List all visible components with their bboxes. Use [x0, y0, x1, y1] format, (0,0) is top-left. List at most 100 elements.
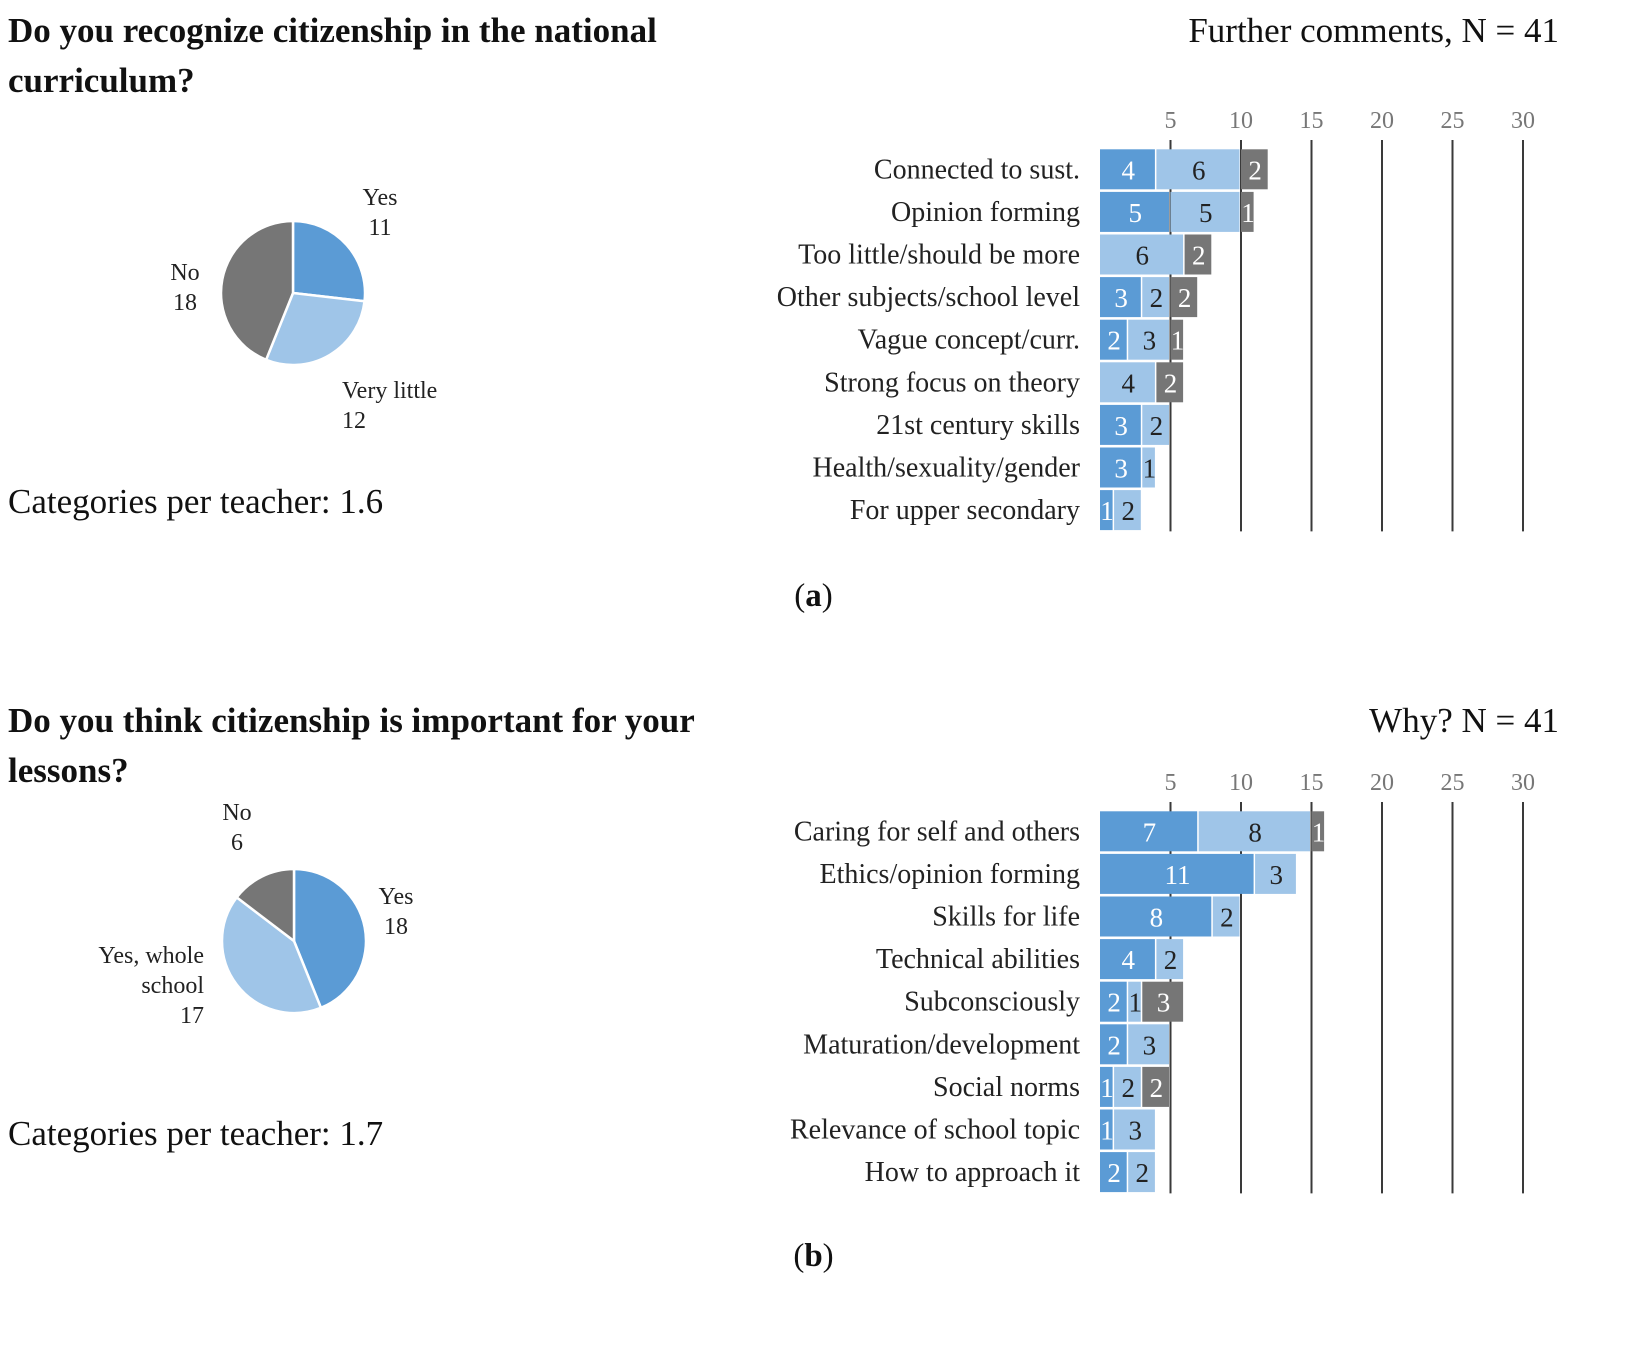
bar-value-label: 2	[1248, 155, 1262, 185]
bar-value-label: 4	[1121, 368, 1135, 398]
bar-segment	[1142, 404, 1169, 445]
category-label: How to approach it	[865, 1157, 1081, 1188]
bar-segment	[1170, 319, 1184, 360]
bar-value-label: 5	[1129, 198, 1143, 228]
bar-segment	[1311, 811, 1325, 852]
panel-b: Do you think citizenship is important fo…	[0, 690, 1627, 1358]
bar-value-label: 2	[1220, 903, 1234, 933]
bar-segment	[1212, 896, 1240, 937]
panel-label: (a)	[0, 578, 1627, 615]
bar-segment	[1128, 1024, 1169, 1065]
bar-value-label: 6	[1136, 241, 1150, 271]
bar-value-label: 2	[1192, 241, 1206, 271]
tick-label: 15	[1300, 108, 1324, 134]
question-title: Do you think citizenship is important fo…	[8, 701, 695, 790]
category-label: Caring for self and others	[794, 816, 1080, 847]
tick-label: 20	[1370, 770, 1394, 796]
bar-segment	[1100, 1152, 1127, 1193]
panel-a: Do you recognize citizenship in the nati…	[0, 0, 1627, 668]
bar-value-label: 5	[1199, 198, 1213, 228]
bar-segment	[1170, 191, 1240, 232]
bar-segment	[1156, 362, 1184, 403]
category-label: Maturation/development	[803, 1029, 1080, 1060]
panel-label-open: (	[793, 1238, 805, 1274]
pie-label: No 18	[170, 260, 199, 316]
bar-value-label: 1	[1100, 1116, 1114, 1146]
category-label: Technical abilities	[876, 944, 1080, 975]
bar-value-label: 1	[1143, 454, 1157, 484]
bar-value-label: 8	[1150, 903, 1164, 933]
bar-segment	[1114, 490, 1141, 531]
bar-segment	[1100, 1066, 1113, 1107]
bar-segment	[1100, 191, 1169, 232]
category-label: For upper secondary	[850, 495, 1080, 526]
pie-slice-yes	[292, 867, 368, 1010]
bar-value-label: 3	[1114, 454, 1128, 484]
category-label: Strong focus on theory	[824, 367, 1080, 398]
bar-value-label: 2	[1150, 1073, 1164, 1103]
bar-segment	[1100, 853, 1254, 894]
pie-chart: Yes 11 Very little 12 No 18	[170, 185, 437, 434]
bar-segment	[1241, 191, 1254, 232]
bar-segment	[1142, 447, 1155, 488]
pie-slice-yes-whole-school	[220, 895, 323, 1015]
bar-segment	[1184, 234, 1212, 275]
tick-label: 25	[1441, 108, 1465, 134]
bar-segment	[1100, 981, 1127, 1022]
stacked-chart-title: Why? N = 41	[1369, 701, 1559, 740]
bar-value-label: 2	[1164, 368, 1178, 398]
panel-label-open: (	[794, 578, 806, 614]
bar-segment	[1156, 939, 1184, 980]
pie-label: Yes, whole school 17	[98, 943, 204, 1029]
panel-label: (b)	[0, 1238, 1627, 1275]
stacked-chart-title: Further comments, N = 41	[1188, 11, 1559, 50]
bar-value-label: 3	[1157, 988, 1171, 1018]
category-label: 21st century skills	[876, 410, 1080, 441]
pie-label: Yes 18	[379, 884, 414, 940]
tick-label: 20	[1370, 108, 1394, 134]
panel-label-close: )	[821, 578, 833, 614]
bar-value-label: 1	[1100, 1073, 1114, 1103]
bar-segment	[1142, 277, 1169, 318]
bar-segment	[1255, 853, 1296, 894]
bar-segment	[1100, 277, 1141, 318]
bar-value-label: 2	[1107, 1030, 1121, 1060]
bar-segment	[1114, 1066, 1141, 1107]
bar-segment	[1100, 1024, 1127, 1065]
bar-value-label: 2	[1121, 1073, 1135, 1103]
bar-value-label: 2	[1150, 283, 1164, 313]
category-label: Connected to sust.	[874, 154, 1080, 185]
bar-value-label: 3	[1270, 860, 1284, 890]
bar-segment	[1114, 1109, 1155, 1150]
bar-value-label: 1	[1129, 988, 1143, 1018]
bar-segment	[1100, 1109, 1113, 1150]
categories-per-teacher: Categories per teacher: 1.7	[8, 1114, 384, 1153]
bar-segment	[1128, 981, 1141, 1022]
pie-slice-no	[219, 219, 295, 362]
tick-label: 10	[1229, 770, 1253, 796]
panel-label-letter: b	[804, 1238, 823, 1274]
bar-segment	[1156, 149, 1240, 190]
bar-value-label: 2	[1164, 945, 1178, 975]
tick-label: 30	[1511, 108, 1535, 134]
panel-label-letter: a	[805, 578, 822, 614]
category-label: Vague concept/curr.	[858, 325, 1080, 356]
category-label: Social norms	[933, 1072, 1080, 1103]
bar-value-label: 2	[1178, 283, 1192, 313]
pie-label: Very little 12	[342, 378, 437, 434]
bar-segment	[1241, 149, 1268, 190]
panel-label-close: )	[822, 1238, 834, 1274]
bar-segment	[1100, 149, 1155, 190]
bar-value-label: 4	[1121, 945, 1135, 975]
bar-value-label: 1	[1100, 496, 1114, 526]
bar-value-label: 3	[1129, 1116, 1143, 1146]
bar-segment	[1142, 1066, 1169, 1107]
bar-segment	[1128, 319, 1169, 360]
bar-value-label: 2	[1107, 326, 1121, 356]
tick-label: 25	[1441, 770, 1465, 796]
bar-value-label: 2	[1121, 496, 1135, 526]
bar-segment	[1198, 811, 1310, 852]
category-label: Skills for life	[932, 902, 1080, 933]
bar-value-label: 8	[1248, 817, 1262, 847]
